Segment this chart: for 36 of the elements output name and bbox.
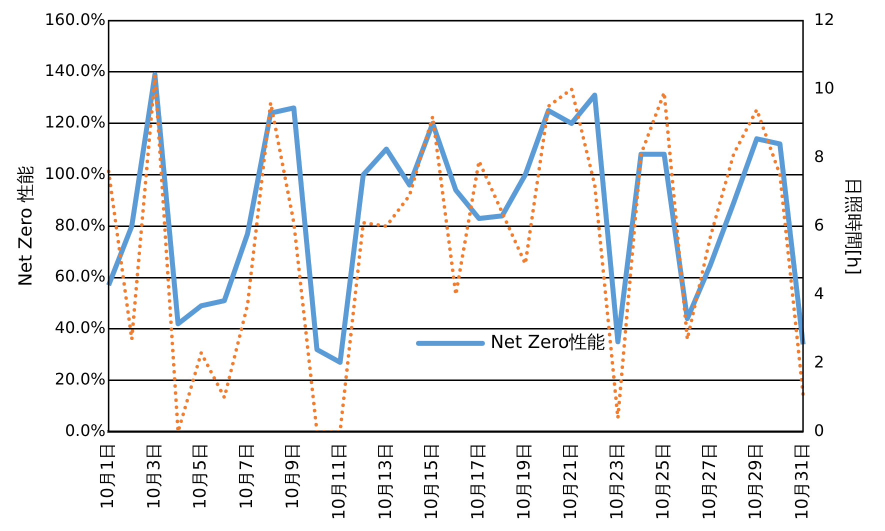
x-tick-label: 10月23日 xyxy=(607,442,628,520)
x-tick-label: 10月25日 xyxy=(654,442,674,520)
y2-tick-label: 0 xyxy=(814,420,824,440)
x-tick-label: 10月9日 xyxy=(283,442,304,510)
y-tick-label: 80.0% xyxy=(54,215,106,234)
x-tick-label: 10月11日 xyxy=(330,442,350,520)
y2-tick-label: 6 xyxy=(814,215,824,234)
line-series xyxy=(106,74,805,432)
y2-tick-label: 8 xyxy=(814,146,824,166)
x-tick-label: 10月29日 xyxy=(746,442,766,520)
legend-label: Net Zero性能 xyxy=(490,332,606,354)
x-tick-label: 10月31日 xyxy=(792,442,812,520)
y-tick-label: 140.0% xyxy=(44,61,106,80)
x-tick-label: 10月5日 xyxy=(190,442,211,510)
y2-tick-label: 10 xyxy=(814,78,834,98)
x-tick-label: 10月7日 xyxy=(236,442,257,510)
y-tick-label: 0.0% xyxy=(64,420,106,440)
x-tick-label: 10月27日 xyxy=(700,442,720,520)
x-tick-label: 10月19日 xyxy=(514,442,535,520)
y-tick-label: 40.0% xyxy=(54,318,106,338)
y-tick-label: 20.0% xyxy=(54,370,106,388)
x-tick-label: 10月15日 xyxy=(422,442,442,520)
y2-axis-title: 日照時間[h] xyxy=(842,177,864,275)
y-axis-title: Net Zero 性能 xyxy=(15,166,36,286)
y2-tick-label: 12 xyxy=(814,10,834,29)
y2-tick-label: 2 xyxy=(814,352,824,372)
y-tick-label: 60.0% xyxy=(54,266,106,286)
x-tick-label: 10月1日 xyxy=(98,442,118,510)
x-tick-label: 10月21日 xyxy=(560,442,581,520)
y-tick-label: 120.0% xyxy=(44,112,106,132)
y-tick-label: 160.0% xyxy=(44,10,106,29)
x-tick-label: 10月3日 xyxy=(144,442,164,510)
y2-tick-label: 4 xyxy=(814,284,824,303)
y-tick-label: 100.0% xyxy=(44,164,106,183)
x-tick-label: 10月13日 xyxy=(376,442,396,520)
x-tick-label: 10月17日 xyxy=(468,442,488,520)
